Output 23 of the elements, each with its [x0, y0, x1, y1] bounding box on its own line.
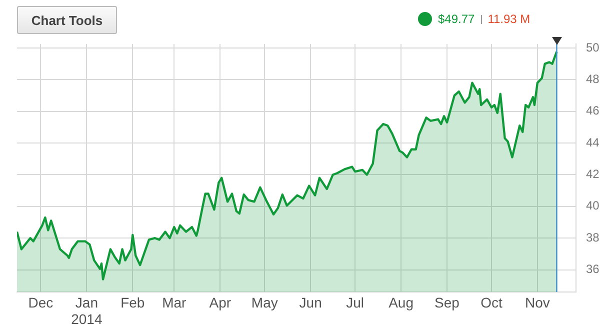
x-tick-label: Dec [28, 294, 54, 310]
text: 11.93 M [488, 12, 530, 26]
x-tick-label: Apr [209, 294, 232, 310]
y-tick-label: 38 [586, 230, 600, 244]
y-tick-label: 42 [586, 167, 600, 182]
y-tick-label: 40 [586, 198, 600, 213]
y-tick-label: 46 [586, 104, 600, 118]
x-tick-label: Nov [524, 294, 550, 310]
x-tick-label: Oct [480, 294, 502, 310]
y-tick-label: 50 [586, 40, 600, 54]
y-tick-label: 48 [586, 72, 600, 86]
x-tick-label: Jun [299, 294, 322, 310]
x-tick-label: Sep [434, 294, 460, 310]
x-tick-label: Jan 2014 [71, 294, 102, 328]
x-tick-label: Aug [388, 294, 414, 310]
x-tick-label: May [251, 294, 278, 310]
x-tick-label: Mar [162, 294, 187, 310]
x-tick-label: Jul [346, 294, 364, 310]
chart-tools-button: Chart Tools [17, 6, 117, 34]
y-tick-label: 36 [586, 262, 600, 276]
text: $49.77 [438, 12, 475, 26]
y-tick-label: 44 [586, 135, 600, 150]
x-tick-label: Feb [120, 294, 145, 310]
